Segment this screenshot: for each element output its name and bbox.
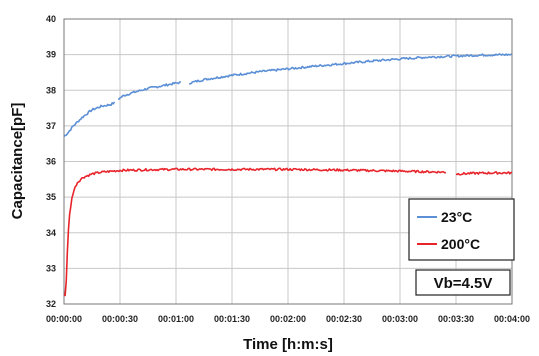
y-tick-label: 36 — [46, 157, 56, 167]
bias-voltage-box — [415, 269, 511, 296]
x-tick-label: 00:00:30 — [102, 314, 138, 324]
x-tick-label: 00:04:00 — [494, 314, 530, 324]
series-line-23c — [188, 53, 513, 85]
y-axis-title: Capacitance[pF] — [9, 103, 26, 220]
x-tick-label: 00:03:00 — [382, 314, 418, 324]
series-line-200c — [455, 171, 513, 176]
legend-box — [408, 198, 515, 261]
x-axis-ticks: 00:00:00 00:00:30 00:01:00 00:01:30 00:02:00… — [46, 314, 530, 324]
plot-area-border — [63, 18, 513, 305]
legend-label-200c: 200°C — [441, 236, 480, 252]
y-tick-label: 35 — [46, 192, 56, 202]
y-tick-label: 32 — [46, 299, 56, 309]
series-line-200c — [63, 167, 446, 297]
x-tick-label: 00:02:30 — [326, 314, 362, 324]
y-tick-label: 33 — [46, 263, 56, 273]
x-tick-label: 00:02:00 — [270, 314, 306, 324]
x-axis-title: Time [h:m:s] — [243, 336, 333, 353]
series-lines — [63, 53, 513, 297]
y-tick-label: 38 — [46, 85, 56, 95]
x-tick-label: 00:00:00 — [46, 314, 82, 324]
legend: 23°C 200°C — [408, 198, 515, 261]
y-tick-label: 40 — [46, 14, 56, 24]
y-tick-label: 34 — [46, 228, 56, 238]
x-tick-label: 00:03:30 — [438, 314, 474, 324]
y-axis-ticks: 32 33 34 35 36 37 38 39 40 — [46, 14, 56, 309]
bias-voltage-note: Vb=4.5V — [415, 269, 511, 296]
y-tick-label: 37 — [46, 121, 56, 131]
bias-voltage-label: Vb=4.5V — [434, 275, 493, 292]
y-tick-label: 39 — [46, 50, 56, 60]
legend-label-23c: 23°C — [441, 209, 472, 225]
x-tick-label: 00:01:00 — [158, 314, 194, 324]
series-line-23c — [117, 80, 182, 101]
series-line-23c — [63, 101, 116, 138]
x-tick-label: 00:01:30 — [214, 314, 250, 324]
